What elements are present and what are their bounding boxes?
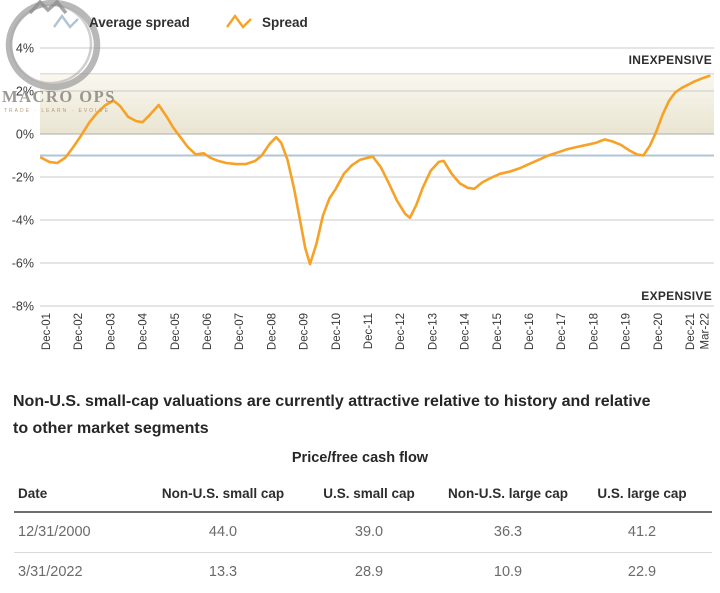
svg-text:Dec-02: Dec-02 (73, 313, 85, 350)
svg-text:Dec-20: Dec-20 (653, 313, 665, 350)
expensive-annotation: EXPENSIVE (641, 289, 712, 303)
legend-item-spread: Spread (225, 11, 308, 33)
footnote-line-1: Non-U.S. small-cap valuations are curren… (13, 393, 651, 410)
svg-text:Dec-08: Dec-08 (266, 313, 278, 350)
table-title: Price/free cash flow (291, 450, 429, 466)
svg-text:Dec-16: Dec-16 (524, 313, 536, 350)
svg-text:Dec-01: Dec-01 (41, 313, 53, 350)
column-header-us-large-cap: U.S. large cap (572, 478, 712, 513)
legend-item-average-spread: Average spread (52, 11, 190, 33)
svg-text:2%: 2% (16, 85, 34, 99)
legend-label-average-spread: Average spread (89, 14, 190, 30)
svg-text:Dec-18: Dec-18 (588, 313, 600, 350)
cell-value: 36.3 (444, 512, 572, 553)
svg-text:Dec-05: Dec-05 (170, 313, 182, 350)
cell-value: 41.2 (572, 512, 712, 553)
table-row: 3/31/2022 13.3 28.9 10.9 22.9 (14, 553, 712, 593)
svg-text:4%: 4% (16, 42, 34, 56)
svg-text:-2%: -2% (12, 171, 34, 185)
svg-text:Dec-04: Dec-04 (138, 312, 150, 350)
cell-value: 28.9 (354, 564, 384, 580)
average-spread-line-icon (53, 13, 79, 29)
chart-footnote: Non-U.S. small-cap valuations are curren… (13, 388, 713, 442)
footnote-line-2: to other market segments (13, 420, 209, 437)
svg-text:Dec-06: Dec-06 (202, 313, 214, 350)
column-header-us-small-cap: U.S. small cap (294, 478, 444, 513)
spread-chart: 4% 2% 0% -2% -4% -6% -8% Dec-01 Dec-02 Dec-03 Dec-… (2, 0, 714, 350)
column-header-non-us-small-cap: Non-U.S. small cap (152, 478, 294, 513)
cell-value: 44.0 (152, 512, 294, 553)
svg-text:Dec-12: Dec-12 (395, 313, 407, 350)
svg-text:Dec-21: Dec-21 (685, 313, 697, 350)
svg-text:-4%: -4% (12, 214, 34, 228)
cell-date: 3/31/2022 (18, 564, 83, 580)
legend-label-spread: Spread (262, 14, 308, 30)
cell-value: 22.9 (627, 564, 657, 580)
svg-text:Dec-11: Dec-11 (363, 313, 375, 349)
svg-text:Dec-09: Dec-09 (299, 313, 311, 350)
cell-value: 10.9 (493, 564, 523, 580)
svg-text:Mar-22: Mar-22 (699, 313, 711, 349)
svg-text:Dec-15: Dec-15 (492, 313, 504, 350)
svg-text:Dec-10: Dec-10 (331, 313, 343, 350)
table-header-row: Date Non-U.S. small cap U.S. small cap N… (14, 478, 712, 513)
svg-text:Dec-14: Dec-14 (460, 312, 472, 350)
svg-text:-8%: -8% (12, 300, 34, 314)
svg-text:Dec-07: Dec-07 (234, 313, 246, 350)
svg-text:Dec-19: Dec-19 (621, 313, 633, 350)
column-header-non-us-large-cap: Non-U.S. large cap (444, 478, 572, 513)
cell-value: 13.3 (208, 564, 238, 580)
svg-text:0%: 0% (16, 128, 34, 142)
svg-text:Dec-17: Dec-17 (556, 313, 568, 350)
inexpensive-annotation: INEXPENSIVE (628, 53, 712, 67)
svg-text:Dec-03: Dec-03 (105, 313, 117, 350)
cell-value: 39.0 (294, 512, 444, 553)
svg-text:-6%: -6% (12, 257, 34, 271)
spread-chart-canvas: 4% 2% 0% -2% -4% -6% -8% Dec-01 Dec-02 Dec-03 Dec-… (12, 42, 714, 350)
cell-date: 12/31/2000 (14, 512, 152, 553)
table-row: 12/31/2000 44.0 39.0 36.3 41.2 (14, 512, 712, 553)
svg-text:Dec-13: Dec-13 (427, 313, 439, 350)
spread-line-icon (226, 13, 252, 29)
price-free-cash-flow-table: Date Non-U.S. small cap U.S. small cap N… (14, 478, 712, 592)
column-header-date: Date (14, 478, 152, 513)
